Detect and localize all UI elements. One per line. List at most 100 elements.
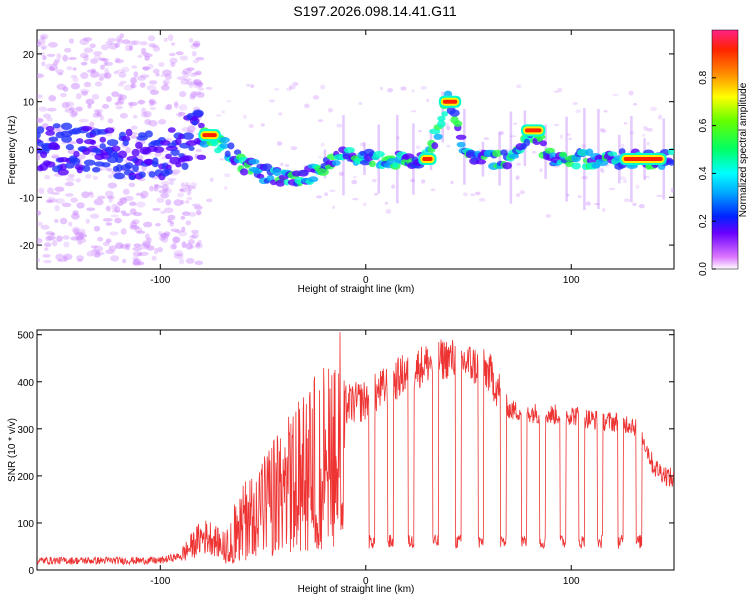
ridge-blob [275, 179, 285, 187]
noise-speckle [180, 199, 185, 205]
noise-speckle [94, 81, 103, 87]
noise-speckle [117, 82, 124, 87]
noise-speckle [48, 66, 56, 71]
noise-speckle [183, 78, 192, 82]
noise-speckle [119, 33, 125, 39]
streak [498, 132, 501, 186]
noise-speckle [89, 213, 100, 219]
noise-speckle [152, 207, 161, 211]
noise-speckle [193, 205, 203, 210]
noise-speckle [192, 82, 202, 89]
noise-speckle [575, 109, 581, 114]
noise-speckle [358, 101, 363, 106]
ridge-blob [113, 172, 125, 180]
noise-speckle [117, 201, 124, 207]
noise-speckle [107, 174, 113, 179]
noise-speckle [633, 103, 638, 106]
noise-speckle [83, 47, 94, 53]
noise-speckle [40, 35, 46, 40]
noise-speckle [304, 103, 310, 109]
noise-speckle [93, 198, 104, 206]
ridge-blob [183, 155, 194, 162]
noise-speckle [69, 110, 77, 118]
noise-speckle [130, 135, 138, 139]
noise-speckle [170, 61, 176, 68]
noise-speckle [162, 188, 169, 193]
segment-core [442, 99, 458, 104]
noise-speckle [194, 260, 204, 265]
noise-speckle [628, 90, 634, 96]
noise-speckle [160, 232, 170, 239]
noise-speckle [146, 245, 155, 251]
noise-speckle [336, 123, 343, 128]
ridge-blob [539, 140, 547, 147]
streak [463, 108, 466, 185]
ridge-blob [99, 136, 107, 143]
noise-speckle [42, 55, 47, 61]
noise-speckle [91, 93, 100, 100]
noise-speckle [46, 53, 56, 57]
noise-speckle [338, 171, 344, 177]
ridge-blob [128, 174, 136, 181]
ridge-blob [359, 159, 372, 166]
snr-ytick-label: 500 [17, 331, 34, 342]
noise-speckle [65, 101, 75, 108]
noise-speckle [108, 245, 117, 251]
noise-speckle [104, 190, 114, 198]
noise-speckle [73, 228, 80, 235]
noise-speckle [179, 111, 186, 116]
noise-speckle [37, 73, 45, 79]
noise-speckle [162, 78, 171, 86]
noise-speckle [70, 236, 80, 241]
noise-speckle [189, 72, 197, 78]
noise-speckle [189, 93, 196, 100]
noise-speckle [121, 66, 130, 73]
noise-speckle [46, 235, 57, 241]
noise-speckle [623, 122, 628, 125]
noise-speckle [38, 187, 45, 194]
noise-speckle [623, 198, 631, 202]
noise-speckle [169, 222, 175, 227]
ridge-blob [74, 164, 85, 171]
noise-speckle [76, 202, 85, 209]
noise-speckle [115, 105, 123, 110]
noise-speckle [53, 59, 61, 63]
noise-speckle [37, 94, 43, 99]
noise-speckle [195, 209, 202, 216]
noise-speckle [116, 37, 124, 44]
noise-speckle [108, 42, 118, 50]
noise-speckle [97, 57, 107, 61]
colorbar-tick-label: 0.0 [698, 262, 709, 276]
noise-speckle [599, 128, 605, 131]
noise-speckle [57, 258, 65, 262]
noise-speckle [169, 180, 174, 186]
noise-speckle [70, 197, 79, 203]
noise-speckle [165, 199, 172, 206]
ridge-blob [131, 148, 140, 157]
snr-ytick-label: 300 [17, 425, 34, 436]
noise-speckle [144, 55, 150, 61]
spec-ytick-label: 10 [23, 98, 35, 109]
noise-speckle [40, 224, 50, 230]
noise-speckle [85, 174, 92, 179]
ridge-blob [106, 139, 119, 147]
noise-speckle [109, 231, 119, 236]
snr-xtick-label: -100 [150, 576, 170, 587]
noise-speckle [106, 195, 115, 200]
noise-speckle [150, 101, 157, 105]
ridge-blob [170, 148, 180, 156]
noise-speckle [603, 110, 608, 113]
noise-speckle [474, 191, 481, 196]
noise-speckle [173, 199, 183, 206]
noise-speckle [152, 68, 160, 74]
noise-speckle [197, 239, 202, 247]
noise-speckle [619, 176, 627, 181]
ridge-blob [122, 139, 129, 147]
noise-speckle [194, 81, 203, 86]
noise-speckle [155, 222, 161, 227]
noise-speckle [359, 142, 366, 147]
noise-speckle [93, 245, 104, 252]
noise-speckle [78, 233, 88, 238]
noise-speckle [160, 192, 170, 199]
noise-speckle [99, 114, 104, 121]
